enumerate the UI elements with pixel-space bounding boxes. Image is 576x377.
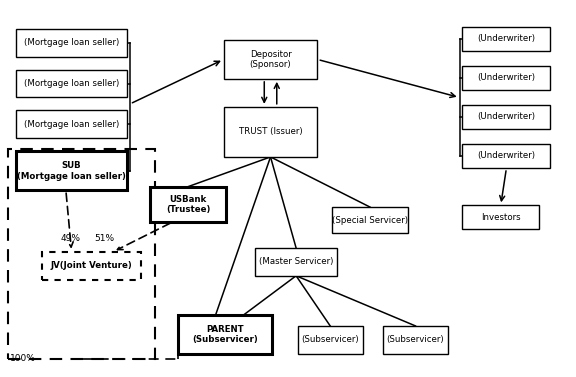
FancyBboxPatch shape — [298, 326, 363, 354]
FancyBboxPatch shape — [255, 248, 338, 276]
Text: (Master Servicer): (Master Servicer) — [259, 257, 334, 267]
Text: PARENT
(Subservicer): PARENT (Subservicer) — [192, 325, 258, 344]
Text: 51%: 51% — [94, 234, 114, 243]
Text: (Underwriter): (Underwriter) — [478, 34, 536, 43]
Text: (Mortgage loan seller): (Mortgage loan seller) — [24, 38, 119, 47]
Text: (Subservicer): (Subservicer) — [301, 336, 359, 344]
Text: SUB
(Mortgage loan seller): SUB (Mortgage loan seller) — [17, 161, 126, 181]
Text: (Subservicer): (Subservicer) — [386, 336, 444, 344]
Text: 100%: 100% — [10, 354, 36, 363]
FancyBboxPatch shape — [332, 207, 408, 233]
FancyBboxPatch shape — [463, 66, 551, 90]
Text: (Underwriter): (Underwriter) — [478, 74, 536, 83]
Text: Depositor
(Sponsor): Depositor (Sponsor) — [249, 50, 291, 69]
FancyBboxPatch shape — [41, 251, 141, 279]
Text: (Underwriter): (Underwriter) — [478, 152, 536, 161]
Text: TRUST (Issuer): TRUST (Issuer) — [238, 127, 302, 136]
FancyBboxPatch shape — [463, 27, 551, 51]
Text: 49%: 49% — [60, 234, 80, 243]
FancyBboxPatch shape — [463, 144, 551, 168]
FancyBboxPatch shape — [463, 105, 551, 129]
Text: (Mortgage loan seller): (Mortgage loan seller) — [24, 79, 119, 88]
Text: (Mortgage loan seller): (Mortgage loan seller) — [24, 120, 119, 129]
FancyBboxPatch shape — [16, 70, 127, 98]
Text: (Special Servicer): (Special Servicer) — [332, 216, 408, 225]
FancyBboxPatch shape — [16, 151, 127, 190]
FancyBboxPatch shape — [16, 110, 127, 138]
Text: (Underwriter): (Underwriter) — [478, 112, 536, 121]
FancyBboxPatch shape — [223, 40, 317, 79]
FancyBboxPatch shape — [383, 326, 448, 354]
Text: USBank
(Trustee): USBank (Trustee) — [166, 195, 210, 214]
FancyBboxPatch shape — [16, 29, 127, 57]
FancyBboxPatch shape — [178, 315, 272, 354]
Text: Investors: Investors — [481, 213, 521, 222]
FancyBboxPatch shape — [150, 187, 226, 222]
FancyBboxPatch shape — [223, 107, 317, 157]
Text: JV(Joint Venture): JV(Joint Venture) — [51, 261, 132, 270]
FancyBboxPatch shape — [463, 205, 539, 229]
